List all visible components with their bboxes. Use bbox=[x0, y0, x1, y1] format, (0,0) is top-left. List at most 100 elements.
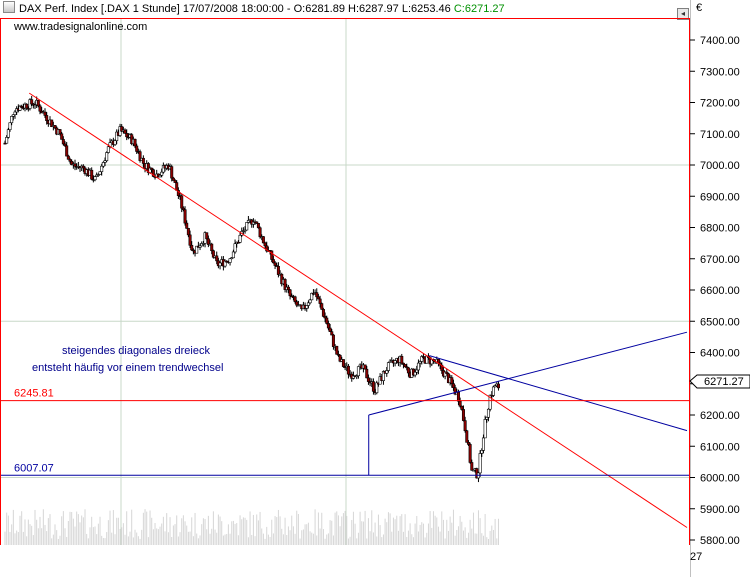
candle-body bbox=[261, 236, 265, 244]
candle-body bbox=[443, 371, 447, 377]
candle-body bbox=[205, 232, 209, 240]
candle-body bbox=[218, 262, 222, 267]
candle-body bbox=[450, 377, 454, 385]
price-tag-label: 6271.27 bbox=[704, 376, 744, 388]
y-tick-label: 6900.00 bbox=[700, 191, 740, 203]
candle-body bbox=[93, 176, 97, 181]
y-tick-label: 7200.00 bbox=[700, 98, 740, 110]
open-value: - O:6281.89 bbox=[286, 3, 345, 15]
y-tick-label: 5900.00 bbox=[700, 504, 740, 516]
candle-body bbox=[36, 99, 40, 107]
candle-body bbox=[141, 157, 145, 164]
candle-body bbox=[483, 419, 487, 439]
candle-body bbox=[183, 209, 187, 224]
y-tick-label: 7000.00 bbox=[700, 160, 740, 172]
candle-body bbox=[293, 296, 297, 303]
candle-body bbox=[180, 195, 184, 209]
candle-body bbox=[270, 250, 274, 260]
y-tick-label: 5800.00 bbox=[700, 535, 740, 547]
x-tick-label: 27 bbox=[690, 551, 702, 563]
bar-datetime: 17/07/2008 18:00:00 bbox=[182, 3, 284, 15]
candle-body bbox=[115, 131, 119, 141]
candle-body bbox=[481, 437, 485, 451]
candle-body bbox=[170, 166, 174, 179]
candle-body bbox=[413, 371, 417, 376]
candle-body bbox=[288, 289, 292, 297]
candle-body bbox=[470, 462, 474, 471]
scroll-up-icon[interactable]: ◂ bbox=[677, 8, 689, 20]
currency-label: € bbox=[696, 2, 703, 14]
candle-body bbox=[210, 243, 214, 252]
candle-body bbox=[175, 182, 179, 191]
candle-body bbox=[30, 99, 34, 105]
candle-body bbox=[451, 383, 455, 388]
candle-body bbox=[188, 234, 192, 246]
candle-body bbox=[488, 394, 492, 410]
candle-body bbox=[106, 146, 110, 153]
candle-body bbox=[496, 383, 500, 389]
candle-body bbox=[273, 262, 277, 266]
y-tick-label: 6600.00 bbox=[700, 285, 740, 297]
candle-body bbox=[465, 430, 469, 443]
chart-window-icon[interactable] bbox=[3, 1, 15, 13]
candle-body bbox=[228, 258, 232, 263]
candle-body bbox=[400, 355, 404, 364]
candle-body bbox=[306, 302, 310, 306]
candle-body bbox=[113, 140, 117, 145]
candle-body bbox=[186, 228, 190, 236]
candle-body bbox=[231, 251, 235, 259]
annotation-line-2: entsteht häufig vor einem trendwechsel bbox=[32, 362, 223, 374]
candle-body bbox=[38, 105, 42, 112]
candle-body bbox=[286, 286, 290, 291]
candle-body bbox=[133, 138, 137, 147]
candle-body bbox=[255, 221, 259, 224]
candle-body bbox=[25, 103, 29, 109]
candle-body bbox=[316, 296, 320, 300]
grid-lines bbox=[0, 18, 690, 546]
candle-body bbox=[135, 145, 139, 152]
candle-body bbox=[466, 442, 470, 445]
candle-body bbox=[98, 171, 102, 175]
candle-body bbox=[215, 255, 219, 262]
candle-body bbox=[305, 305, 309, 309]
candle-body bbox=[335, 345, 339, 355]
candle-body bbox=[310, 292, 314, 301]
candle-body bbox=[295, 301, 299, 306]
candle-body bbox=[458, 400, 462, 407]
triangle-upper-line bbox=[429, 355, 688, 432]
candle-body bbox=[43, 111, 47, 116]
candle-body bbox=[256, 223, 260, 229]
high-value: H:6287.97 bbox=[348, 3, 399, 15]
candle-body bbox=[456, 392, 460, 402]
candle-body bbox=[173, 180, 177, 183]
candle-body bbox=[356, 366, 360, 377]
trend-lines bbox=[28, 92, 688, 528]
candle-body bbox=[185, 222, 189, 229]
candle-body bbox=[415, 369, 419, 373]
y-tick-label: 6400.00 bbox=[700, 348, 740, 360]
candle-body bbox=[328, 327, 332, 332]
instrument-name: DAX Perf. Index [.DAX 1 Stunde] bbox=[19, 3, 180, 15]
candle-body bbox=[60, 133, 64, 140]
candle-body bbox=[271, 259, 275, 264]
plot-border bbox=[0, 18, 690, 546]
candle-body bbox=[386, 362, 390, 371]
level-label: 6245.81 bbox=[14, 388, 54, 400]
candle-body bbox=[123, 129, 127, 134]
candle-body bbox=[308, 299, 312, 304]
candle-body bbox=[321, 309, 325, 317]
candle-body bbox=[371, 381, 375, 392]
candle-body bbox=[198, 245, 202, 248]
candle-body bbox=[206, 238, 210, 245]
candle-body bbox=[406, 367, 410, 374]
candle-body bbox=[315, 292, 319, 298]
candle-body bbox=[10, 116, 14, 124]
close-value: C:6271.27 bbox=[453, 3, 505, 15]
candle-body bbox=[478, 453, 482, 474]
candle-body bbox=[233, 243, 237, 253]
candle-body bbox=[6, 129, 10, 138]
y-tick-label: 6000.00 bbox=[700, 473, 740, 485]
watermark-text: www.tradesignalonline.com bbox=[13, 21, 147, 33]
